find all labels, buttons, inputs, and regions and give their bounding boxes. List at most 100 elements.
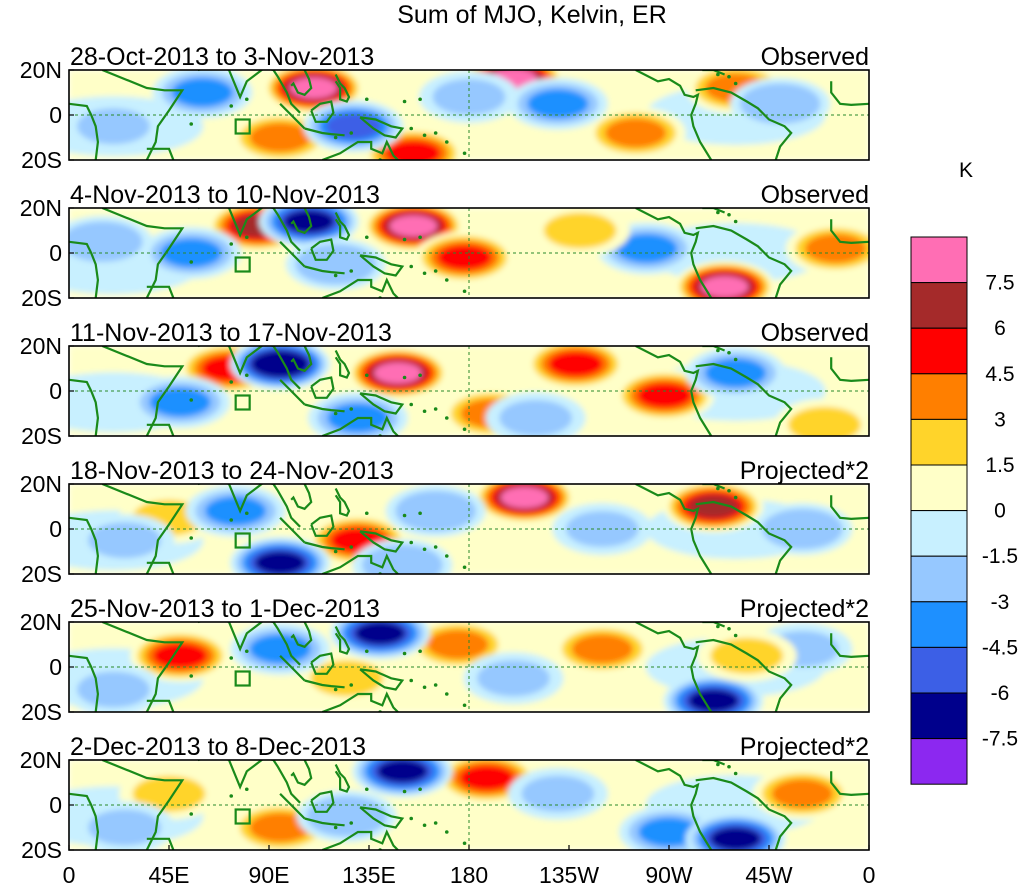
anomaly-blob <box>674 260 775 298</box>
island <box>733 495 738 500</box>
panel: 20N 0 20S 2-Dec-2013 to 8-Dec-2013 Projected… <box>20 733 870 863</box>
coastline <box>290 484 313 511</box>
anomaly-blob <box>185 485 286 537</box>
coastline <box>304 403 345 413</box>
anomaly-blob <box>285 238 386 291</box>
contour-fill <box>688 689 739 712</box>
panel-period: 28-Oct-2013 to 3-Nov-2013 <box>70 43 374 71</box>
island <box>402 99 407 104</box>
island <box>189 812 194 816</box>
island <box>333 135 338 140</box>
island <box>727 626 731 631</box>
island <box>418 235 422 240</box>
panel-type: Observed <box>761 43 869 71</box>
contour-fill <box>500 486 549 509</box>
y-axis: 20N 0 20S <box>20 195 74 311</box>
contour-fill <box>205 496 267 526</box>
coastline <box>702 484 726 490</box>
coastline <box>197 484 301 528</box>
coastline <box>101 70 185 160</box>
contour-fill <box>374 362 422 384</box>
island <box>727 764 731 769</box>
anomaly-blob <box>507 767 608 820</box>
colorbar-swatch <box>910 692 968 740</box>
anomaly-blob <box>296 790 397 843</box>
coastline <box>279 103 306 130</box>
island <box>716 624 720 629</box>
island <box>349 269 354 273</box>
island <box>229 794 234 798</box>
y-tick-label: 20N <box>20 195 62 221</box>
coastline <box>101 346 185 436</box>
contour-fill <box>256 353 304 375</box>
island <box>433 821 438 825</box>
island <box>364 373 369 378</box>
anomaly-blob <box>414 231 515 284</box>
coastline <box>359 668 405 691</box>
island <box>244 235 249 240</box>
island <box>444 140 449 144</box>
region-box <box>234 394 251 411</box>
contour-fill <box>316 801 378 831</box>
island <box>364 97 369 102</box>
coastline <box>101 208 185 298</box>
coastline <box>69 378 100 436</box>
colorbar-swatch <box>910 738 968 785</box>
y-tick-label: 0 <box>49 240 62 266</box>
island <box>462 565 467 570</box>
anomaly-blob <box>230 536 331 574</box>
x-tick-label: 0 <box>863 862 876 888</box>
island <box>409 264 414 269</box>
y-tick-label: 20S <box>21 699 62 725</box>
contour-fill <box>386 140 441 160</box>
contour-fill <box>543 212 617 249</box>
coastline <box>359 530 405 553</box>
y-tick-label: 0 <box>49 102 62 128</box>
y-tick-label: 20S <box>21 285 62 311</box>
contour-fill <box>77 108 150 145</box>
island <box>333 687 338 692</box>
island <box>402 375 407 380</box>
island <box>229 380 234 384</box>
contour-fill <box>788 406 861 436</box>
island <box>229 518 234 522</box>
panel-period: 11-Nov-2013 to 17-Nov-2013 <box>70 319 392 347</box>
coastline <box>304 817 345 827</box>
coastline <box>702 70 726 76</box>
island <box>349 131 354 135</box>
island <box>244 97 249 102</box>
coastline <box>334 74 351 103</box>
y-axis: 20N 0 20S <box>20 57 74 173</box>
colorbar-swatch <box>910 510 968 557</box>
island <box>716 210 720 215</box>
contour-fill <box>805 233 867 264</box>
contour-fill <box>700 276 749 298</box>
coastline <box>321 415 399 436</box>
panels: 20N 0 20S 28-Oct-2013 to 3-Nov-2013 Observed… <box>20 43 870 863</box>
chart-title: Sum of MJO, Kelvin, ER <box>397 1 667 29</box>
contour-fill <box>710 637 784 674</box>
coastline <box>334 350 351 379</box>
contour-fill <box>149 387 211 417</box>
contour-fill <box>88 809 161 846</box>
anomaly-blob <box>474 484 575 524</box>
island <box>422 685 427 690</box>
anomaly-blob <box>363 208 464 252</box>
anomaly-blob <box>69 215 153 268</box>
contour-fill <box>749 89 811 119</box>
coastline <box>290 70 313 97</box>
coastline <box>310 376 335 399</box>
island <box>189 398 194 402</box>
contour-fill <box>459 765 515 791</box>
panel-type: Observed <box>761 181 869 209</box>
coastlines <box>69 484 869 574</box>
contour-fill <box>437 244 492 271</box>
island <box>364 787 369 792</box>
coastline <box>702 208 726 214</box>
coastline <box>279 241 306 268</box>
island <box>409 540 414 545</box>
coastline <box>702 622 726 628</box>
region-box <box>234 118 251 135</box>
island <box>229 242 234 246</box>
